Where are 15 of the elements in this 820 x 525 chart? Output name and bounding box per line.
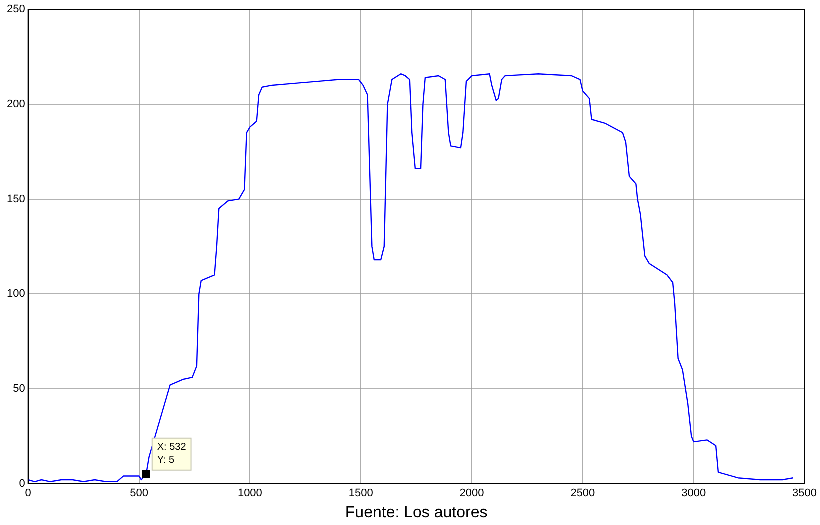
y-tick-label: 100: [6, 288, 26, 300]
y-tick-label: 0: [19, 478, 26, 490]
y-tick-label: 50: [13, 382, 26, 395]
x-tick-label: 500: [130, 487, 148, 500]
y-tick-label: 250: [6, 4, 26, 16]
x-tick-label: 2000: [460, 487, 484, 500]
x-tick-label: 3500: [792, 487, 818, 500]
x-tick-label: 3000: [682, 487, 706, 500]
x-tick-label: 1000: [238, 487, 262, 500]
x-tick-label: 2500: [570, 487, 596, 500]
x-tick-label: 1500: [348, 487, 374, 500]
y-tick-label: 150: [6, 193, 26, 206]
source-note: Fuente: Los autores: [345, 504, 488, 522]
y-tick-label: 200: [6, 98, 26, 110]
annotation: X: 532 Y: 5: [157, 442, 187, 466]
